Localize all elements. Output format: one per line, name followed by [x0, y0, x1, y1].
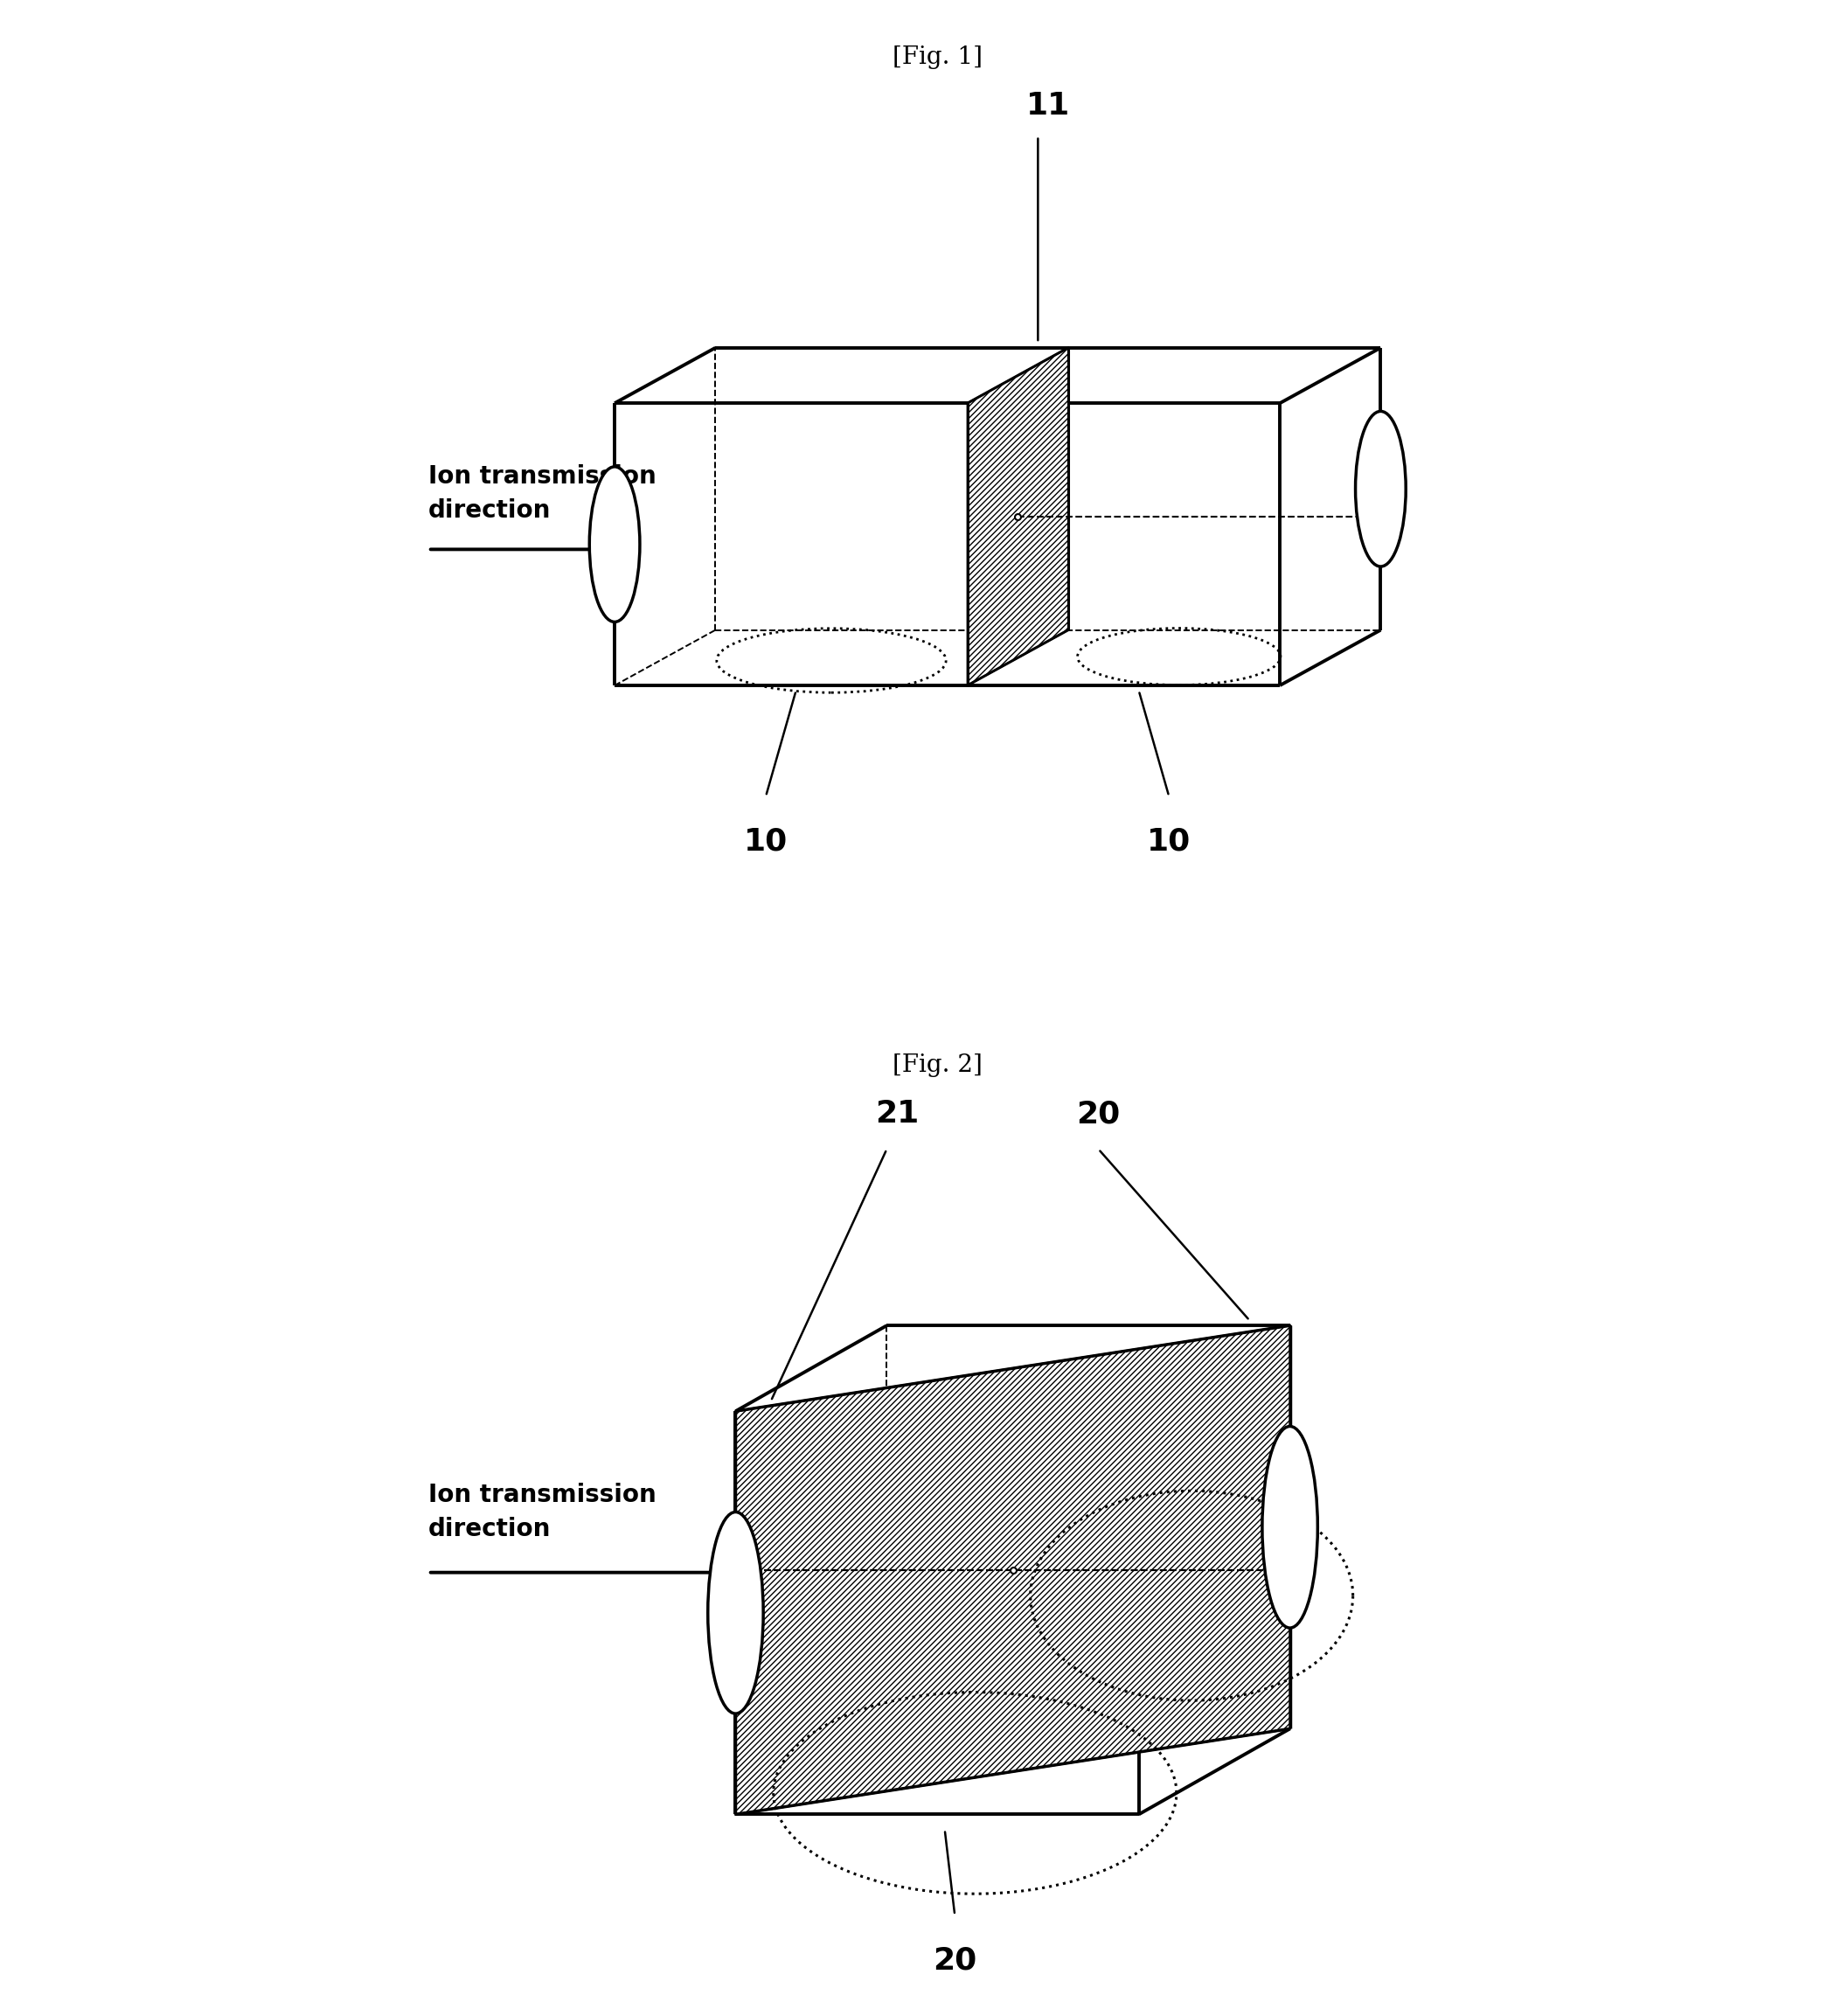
Ellipse shape — [589, 468, 640, 621]
Ellipse shape — [1355, 411, 1407, 566]
Text: 20: 20 — [934, 1945, 978, 1976]
Text: Ion transmission
direction: Ion transmission direction — [427, 464, 657, 524]
Text: 11: 11 — [1025, 91, 1069, 121]
Text: 10: 10 — [1146, 827, 1190, 857]
Text: Ion transmission
direction: Ion transmission direction — [427, 1482, 657, 1542]
Text: [Fig. 2]: [Fig. 2] — [891, 1052, 983, 1077]
Text: [Fig. 1]: [Fig. 1] — [891, 44, 983, 69]
Ellipse shape — [1262, 1427, 1317, 1629]
Ellipse shape — [708, 1512, 763, 1714]
Polygon shape — [735, 1327, 1289, 1814]
Text: 21: 21 — [875, 1099, 919, 1129]
Text: 10: 10 — [745, 827, 789, 857]
Text: 20: 20 — [1077, 1099, 1121, 1129]
Polygon shape — [967, 347, 1067, 685]
